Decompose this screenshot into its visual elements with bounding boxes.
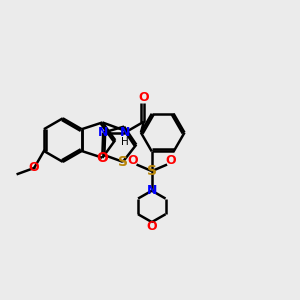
Text: H: H (121, 136, 129, 146)
Text: O: O (29, 161, 39, 175)
Text: S: S (147, 164, 157, 178)
Text: N: N (98, 126, 108, 139)
Text: O: O (139, 91, 149, 104)
Text: O: O (166, 154, 176, 167)
Text: N: N (147, 184, 157, 197)
Text: O: O (146, 220, 157, 232)
Text: O: O (97, 151, 108, 165)
Text: O: O (127, 154, 138, 167)
Text: N: N (120, 126, 130, 139)
Text: S: S (118, 155, 128, 169)
